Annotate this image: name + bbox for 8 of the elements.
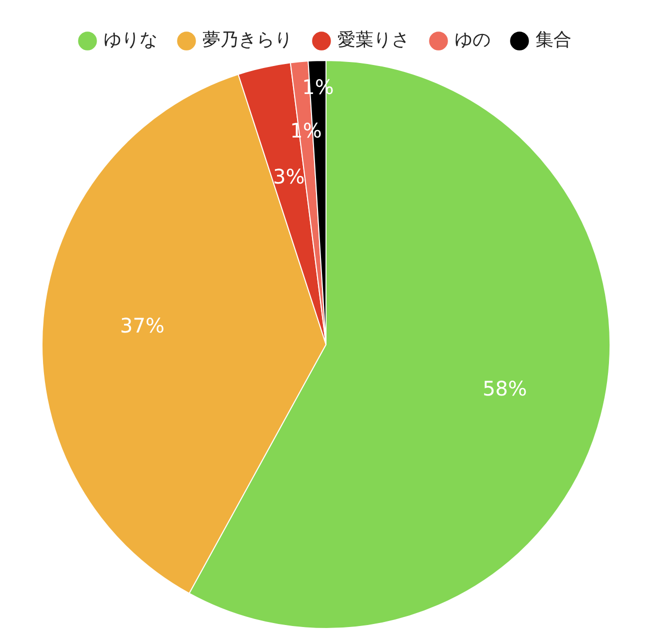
legend-label: ゆの — [454, 30, 490, 51]
data-label: 3% — [272, 164, 305, 188]
legend-label: ゆりな — [104, 30, 158, 51]
data-label: 58% — [482, 376, 528, 401]
legend-label: 愛葉りさ — [338, 30, 410, 51]
legend-label: 集合 — [536, 30, 572, 51]
data-label: 37% — [120, 313, 164, 338]
legend-label: 夢乃きらり — [202, 30, 292, 51]
